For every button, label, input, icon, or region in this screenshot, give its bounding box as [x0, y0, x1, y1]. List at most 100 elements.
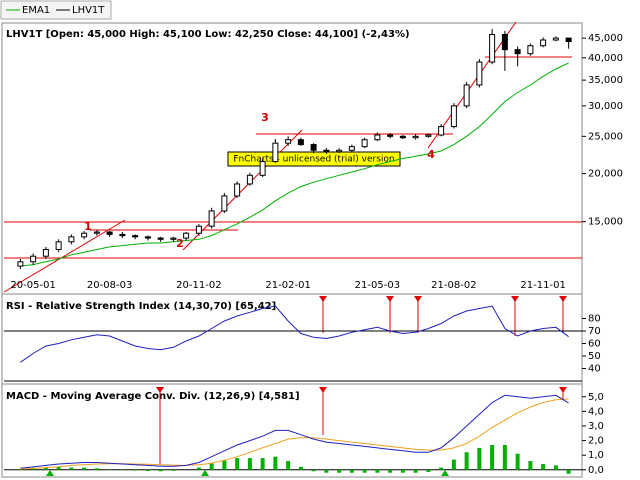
legend-label: LHV1T: [72, 5, 105, 16]
histogram-bar: [273, 456, 278, 470]
y-tick-label: 40,000: [588, 53, 623, 64]
candle-body: [348, 146, 355, 151]
candle-body: [514, 49, 521, 55]
candle-body: [297, 139, 304, 146]
candle-body: [183, 232, 190, 239]
histogram-bar: [528, 461, 533, 470]
histogram-bar: [349, 469, 354, 473]
histogram-bar: [553, 465, 558, 470]
histogram-bar: [69, 467, 74, 470]
y-tick-label: 3,0: [588, 421, 604, 432]
candle-body: [552, 37, 559, 41]
candle-body: [234, 183, 241, 197]
trend-line: [182, 129, 303, 251]
histogram-bar: [133, 469, 138, 471]
y-tick-label: 35,000: [588, 75, 623, 86]
histogram-bar: [324, 469, 329, 473]
candle-body: [323, 149, 330, 153]
candle-body: [336, 149, 343, 153]
histogram-bar: [426, 469, 431, 472]
histogram-bar: [209, 463, 214, 470]
candle-body: [144, 236, 151, 239]
y-tick-label: 70: [588, 326, 601, 337]
candle-body: [476, 61, 483, 86]
histogram-bar: [464, 452, 469, 470]
y-tick-label: 5,0: [588, 392, 604, 403]
x-tick-label: 21-08-02: [431, 280, 476, 291]
candle-body: [438, 126, 445, 136]
candle-body: [425, 134, 432, 137]
histogram-bar: [541, 463, 546, 470]
price-title: LHV1T [Open: 45,000 High: 45,100 Low: 42…: [6, 29, 410, 40]
macd-title: MACD - Moving Average Conv. Div. (12,26,…: [6, 391, 300, 402]
macd-line: [20, 394, 569, 469]
candle-body: [361, 139, 368, 148]
candle-body: [259, 161, 266, 176]
x-tick-label: 21-11-01: [520, 280, 565, 291]
candle-body: [42, 249, 49, 257]
candle-body: [565, 37, 572, 43]
rsi-title: RSI - Relative Strength Index (14,30,70)…: [6, 301, 276, 312]
annotation: 1: [84, 220, 92, 233]
candle-body: [221, 195, 228, 212]
histogram-bar: [94, 468, 99, 470]
candle-body: [246, 174, 253, 185]
candle-body: [540, 39, 547, 47]
candle-body: [157, 237, 164, 240]
y-tick-label: 30,000: [588, 101, 623, 112]
candle-body: [501, 33, 508, 51]
histogram-bar: [502, 444, 507, 470]
x-tick-label: 21-05-03: [355, 280, 400, 291]
histogram-bar: [298, 466, 303, 470]
histogram-bar: [451, 459, 456, 470]
histogram-bar: [400, 469, 405, 473]
annotation: 3: [261, 111, 269, 124]
candle-body: [450, 105, 457, 128]
y-tick-label: 60: [588, 339, 601, 350]
candle-body: [527, 45, 534, 55]
histogram-bar: [171, 469, 176, 471]
candle-body: [17, 261, 24, 267]
histogram-bar: [566, 469, 571, 474]
histogram-bar: [145, 469, 150, 471]
y-tick-label: 40: [588, 364, 601, 375]
signals: [46, 296, 567, 476]
candle-body: [208, 210, 215, 227]
trend-line: [3, 219, 126, 293]
histogram-bar: [477, 447, 482, 470]
candle-body: [463, 84, 470, 107]
histogram-bar: [490, 444, 495, 470]
histogram-bar: [247, 458, 252, 470]
candle-body: [387, 134, 394, 137]
candle-body: [93, 231, 100, 234]
y-tick-label: 45,000: [588, 33, 623, 44]
histogram-bar: [158, 469, 163, 472]
candle-body: [412, 135, 419, 139]
legend-label: EMA1: [22, 5, 50, 16]
histogram-bar: [82, 467, 87, 470]
histogram-bar: [388, 469, 393, 473]
y-tick-label: 0,0: [588, 465, 604, 476]
candle-body: [310, 144, 317, 151]
histogram-bar: [413, 469, 418, 473]
candle-body: [81, 232, 88, 238]
candle-body: [132, 235, 139, 238]
candle-body: [399, 135, 406, 139]
y-tick-label: 1,0: [588, 450, 604, 461]
y-tick-label: 80: [588, 314, 601, 325]
candle-body: [106, 231, 113, 235]
x-tick-label: 21-02-01: [265, 280, 310, 291]
histogram-bar: [286, 461, 291, 470]
histogram-bar: [222, 460, 227, 470]
candle-body: [195, 225, 202, 234]
annotation: 4: [427, 148, 435, 161]
annotation: 2: [176, 237, 184, 250]
rsi-line: [20, 305, 569, 363]
y-tick-label: 2,0: [588, 436, 604, 447]
watermark: FnCharts - unlicensed (trial) version: [233, 155, 394, 165]
candle-body: [285, 139, 292, 144]
candle-body: [272, 142, 279, 163]
candle-body: [68, 236, 75, 243]
